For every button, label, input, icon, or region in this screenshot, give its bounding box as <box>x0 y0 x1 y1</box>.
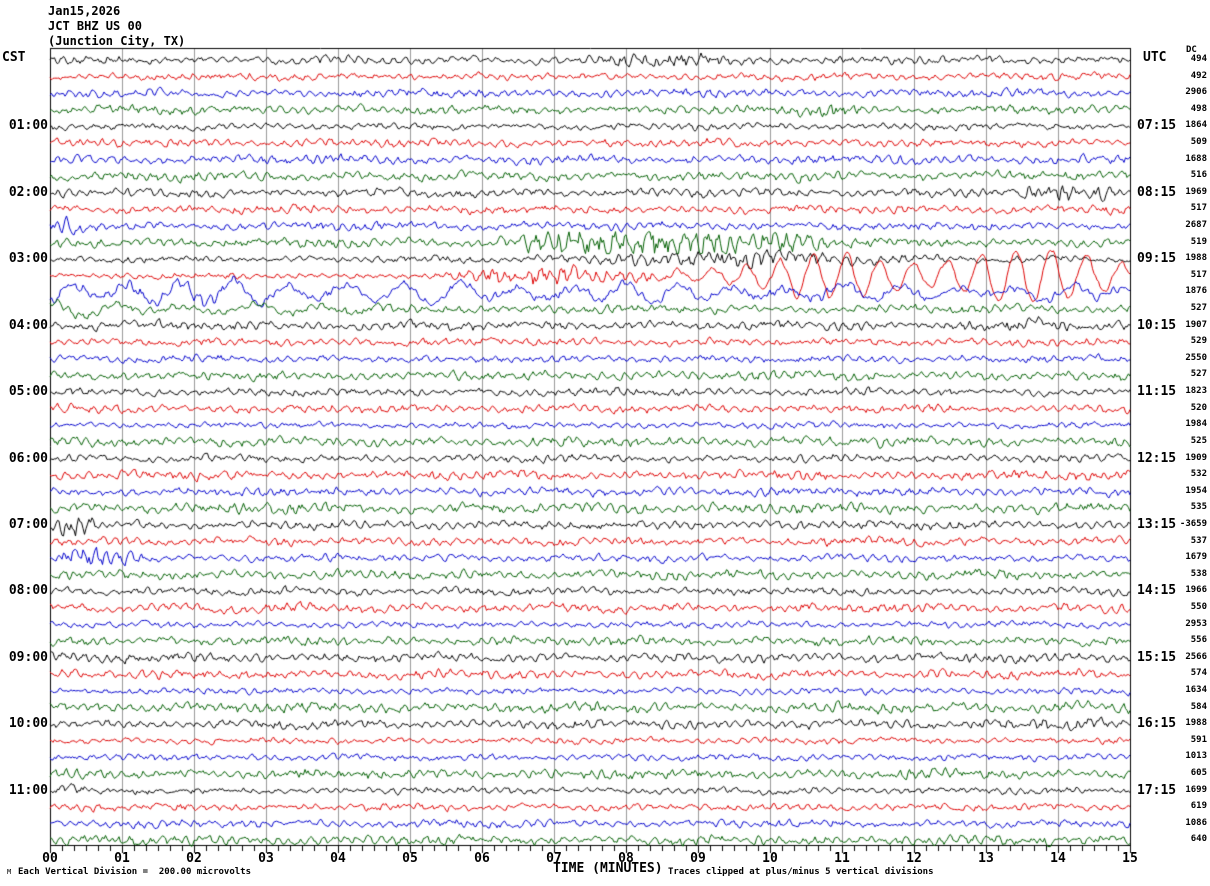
right-hour-label: 12:15 <box>1137 450 1177 466</box>
left-hour-label: 07:00 <box>8 516 48 532</box>
left-hour-label: 02:00 <box>8 184 48 200</box>
minute-label: 00 <box>42 851 58 866</box>
right-hour-label: 13:15 <box>1137 516 1177 532</box>
dc-value: 556 <box>1190 635 1207 646</box>
left-hour-label: 08:00 <box>8 583 48 599</box>
dc-value: 519 <box>1190 236 1207 247</box>
dc-value: 1864 <box>1185 120 1207 131</box>
right-hour-label: 14:15 <box>1137 583 1177 599</box>
dc-value: 584 <box>1190 701 1207 712</box>
dc-value: 525 <box>1190 435 1207 446</box>
dc-value: 527 <box>1190 303 1207 314</box>
dc-value: 1984 <box>1185 419 1207 430</box>
dc-value: -3659 <box>1179 518 1207 529</box>
minute-label: 11 <box>834 851 850 866</box>
dc-value: 619 <box>1190 801 1207 812</box>
dc-value: 1966 <box>1185 585 1207 596</box>
dc-value: 550 <box>1190 601 1207 612</box>
minute-label: 15 <box>1122 851 1138 866</box>
right-hour-label: 15:15 <box>1137 649 1177 665</box>
dc-column-header: DC <box>1186 45 1197 55</box>
dc-value: 1876 <box>1185 286 1207 297</box>
dc-value: 1909 <box>1185 452 1207 463</box>
header-location: (Junction City, TX) <box>48 34 186 48</box>
dc-value: 1013 <box>1185 751 1207 762</box>
minute-label: 14 <box>1050 851 1066 866</box>
scale-note: Each Vertical Division = 200.00 microvol… <box>18 867 251 877</box>
dc-value: 517 <box>1190 269 1207 280</box>
dc-value: 520 <box>1190 402 1207 413</box>
dc-value: 1988 <box>1185 718 1207 729</box>
left-hour-label: 01:00 <box>8 118 48 134</box>
minute-label: 12 <box>906 851 922 866</box>
dc-value: 509 <box>1190 137 1207 148</box>
minute-label: 04 <box>330 851 346 866</box>
right-hour-label: 09:15 <box>1137 251 1177 267</box>
right-hour-label: 08:15 <box>1137 184 1177 200</box>
plotter-corner-mark: M <box>7 868 12 876</box>
minute-label: 13 <box>978 851 994 866</box>
dc-value: 1086 <box>1185 817 1207 828</box>
minute-label: 10 <box>762 851 778 866</box>
right-hour-label: 17:15 <box>1137 782 1177 798</box>
left-hour-label: 05:00 <box>8 384 48 400</box>
dc-value: 640 <box>1190 834 1207 845</box>
dc-value: 494 <box>1190 54 1207 64</box>
minute-label: 07 <box>546 851 562 866</box>
header-date: Jan15,2026 <box>48 4 121 18</box>
dc-value: 1823 <box>1185 386 1207 397</box>
dc-value: 2953 <box>1185 618 1207 629</box>
dc-value: 1969 <box>1185 186 1207 197</box>
right-hour-label: 16:15 <box>1137 716 1177 732</box>
dc-value: 574 <box>1190 668 1207 679</box>
dc-value: 1634 <box>1185 684 1207 695</box>
dc-value: 492 <box>1190 70 1207 81</box>
left-hour-label: 04:00 <box>8 317 48 333</box>
minute-label: 02 <box>186 851 202 866</box>
x-axis-title: TIME (MINUTES) <box>553 861 663 876</box>
minute-label: 03 <box>258 851 274 866</box>
dc-value: 535 <box>1190 502 1207 513</box>
right-hour-label: 10:15 <box>1137 317 1177 333</box>
dc-value: 517 <box>1190 203 1207 214</box>
right-hour-label: 07:15 <box>1137 118 1177 134</box>
dc-value: 1954 <box>1185 485 1207 496</box>
dc-value: 1699 <box>1185 784 1207 795</box>
dc-value: 498 <box>1190 103 1207 114</box>
right-hour-label: 11:15 <box>1137 384 1177 400</box>
left-hour-label: 11:00 <box>8 782 48 798</box>
dc-value: 527 <box>1190 369 1207 380</box>
minute-label: 01 <box>114 851 130 866</box>
left-hour-label: 09:00 <box>8 649 48 665</box>
dc-value: 538 <box>1190 568 1207 579</box>
dc-value: 516 <box>1190 170 1207 181</box>
minute-label: 05 <box>402 851 418 866</box>
dc-value: 2687 <box>1185 220 1207 231</box>
dc-value: 2550 <box>1185 352 1207 363</box>
left-timezone-label: CST <box>2 50 26 65</box>
dc-value: 529 <box>1190 336 1207 347</box>
dc-value: 1688 <box>1185 153 1207 164</box>
left-hour-label: 10:00 <box>8 716 48 732</box>
dc-value: 537 <box>1190 535 1207 546</box>
dc-value: 1679 <box>1185 552 1207 563</box>
dc-value: 2906 <box>1185 87 1207 98</box>
dc-value: 1907 <box>1185 319 1207 330</box>
minute-label: 09 <box>690 851 706 866</box>
left-hour-label: 06:00 <box>8 450 48 466</box>
dc-value: 605 <box>1190 767 1207 778</box>
dc-value: 1988 <box>1185 253 1207 264</box>
left-hour-label: 03:00 <box>8 251 48 267</box>
dc-value: 591 <box>1190 734 1207 745</box>
dc-value: 2566 <box>1185 651 1207 662</box>
minute-label: 06 <box>474 851 490 866</box>
clip-note: Traces clipped at plus/minus 5 vertical … <box>668 867 934 877</box>
minute-label: 08 <box>618 851 634 866</box>
right-timezone-label: UTC <box>1143 50 1167 65</box>
header-station: JCT BHZ US 00 <box>48 19 142 33</box>
dc-value: 532 <box>1190 469 1207 480</box>
